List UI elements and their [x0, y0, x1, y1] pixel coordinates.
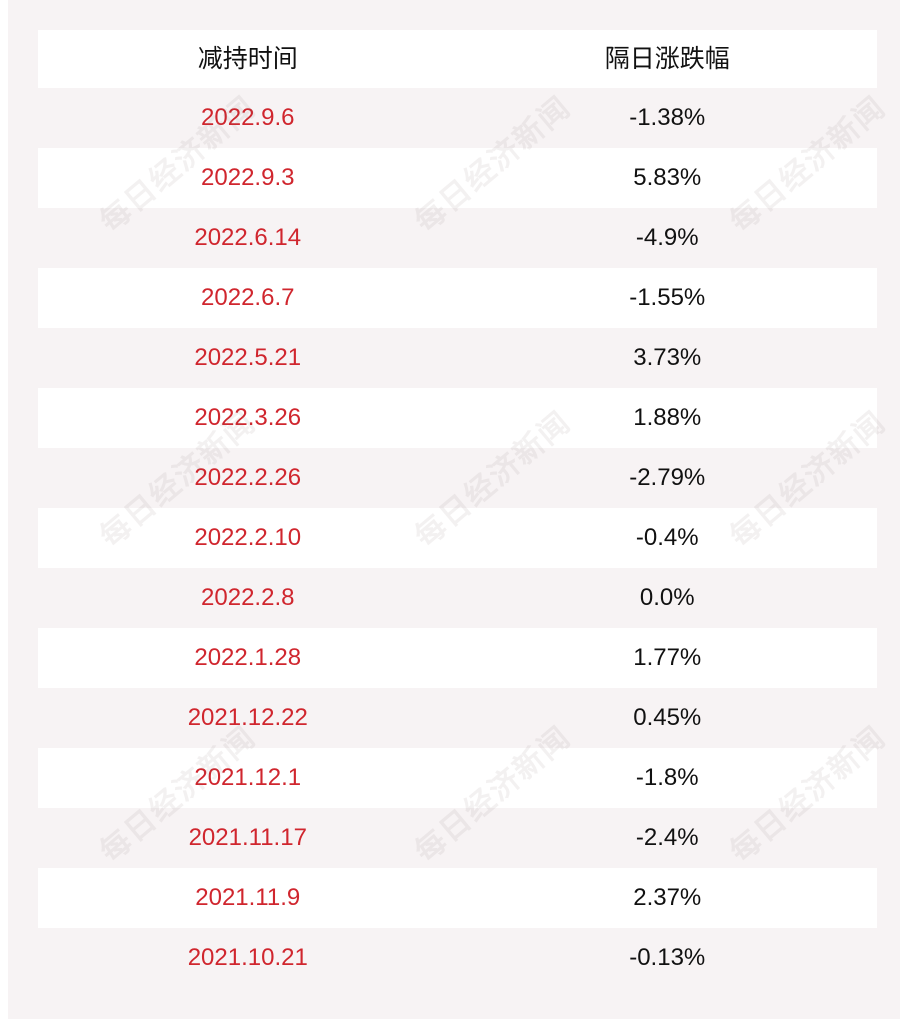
date-cell: 2022.2.8	[201, 584, 295, 611]
table-row: 2021.12.22 0.45%	[38, 688, 877, 748]
date-cell: 2022.1.28	[194, 644, 302, 671]
change-cell: -2.4%	[635, 824, 699, 851]
date-cell: 2022.3.26	[194, 404, 302, 431]
table-row: 2022.6.14 -4.9%	[38, 208, 877, 268]
header-date: 减持时间	[197, 45, 298, 73]
change-cell: 0.0%	[639, 584, 695, 611]
table-row: 2022.2.8 0.0%	[38, 568, 877, 628]
table-row: 2021.12.1 -1.8%	[38, 748, 877, 808]
date-cell: 2021.12.22	[187, 704, 308, 731]
change-cell: -1.38%	[629, 104, 706, 131]
change-cell: -0.13%	[629, 944, 706, 971]
date-cell: 2022.2.26	[194, 464, 302, 491]
date-cell: 2021.11.17	[188, 824, 307, 851]
change-cell: 5.83%	[633, 164, 702, 191]
table-row: 2022.9.6 -1.38%	[38, 88, 877, 148]
date-cell: 2022.5.21	[194, 344, 302, 371]
change-cell: -0.4%	[635, 524, 699, 551]
table-body: 2022.9.6 -1.38% 2022.9.3 5.83% 2022.6.14 -4.9…	[38, 88, 877, 988]
table-row: 2021.10.21 -0.13%	[38, 928, 877, 988]
date-cell: 2022.2.10	[194, 524, 302, 551]
table-row: 2022.6.7 -1.55%	[38, 268, 877, 328]
header-change: 隔日涨跌幅	[604, 45, 730, 73]
change-cell: -2.79%	[629, 464, 706, 491]
table-row: 2022.5.21 3.73%	[38, 328, 877, 388]
change-cell: 2.37%	[633, 884, 702, 911]
date-cell: 2021.11.9	[195, 884, 301, 911]
date-cell: 2022.6.14	[194, 224, 302, 251]
change-cell: -4.9%	[635, 224, 699, 251]
change-cell: -1.8%	[635, 764, 699, 791]
table-row: 2022.2.10 -0.4%	[38, 508, 877, 568]
date-cell: 2021.12.1	[194, 764, 302, 791]
table-row: 2022.3.26 1.88%	[38, 388, 877, 448]
table-row: 2022.9.3 5.83%	[38, 148, 877, 208]
table-row: 2021.11.9 2.37%	[38, 868, 877, 928]
date-cell: 2022.6.7	[201, 284, 295, 311]
date-cell: 2022.9.6	[201, 104, 295, 131]
reduction-table: 减持时间 隔日涨跌幅 2022.9.6 -1.38% 2022.9.3 5.83% 20…	[38, 30, 877, 988]
change-cell: 1.88%	[633, 404, 702, 431]
date-cell: 2021.10.21	[187, 944, 308, 971]
table-row: 2022.1.28 1.77%	[38, 628, 877, 688]
change-cell: 1.77%	[633, 644, 702, 671]
change-cell: -1.55%	[629, 284, 706, 311]
table-row: 2021.11.17 -2.4%	[38, 808, 877, 868]
date-cell: 2022.9.3	[201, 164, 295, 191]
table-row: 2022.2.26 -2.79%	[38, 448, 877, 508]
table-header: 减持时间 隔日涨跌幅	[38, 30, 877, 88]
change-cell: 3.73%	[633, 344, 702, 371]
change-cell: 0.45%	[633, 704, 702, 731]
